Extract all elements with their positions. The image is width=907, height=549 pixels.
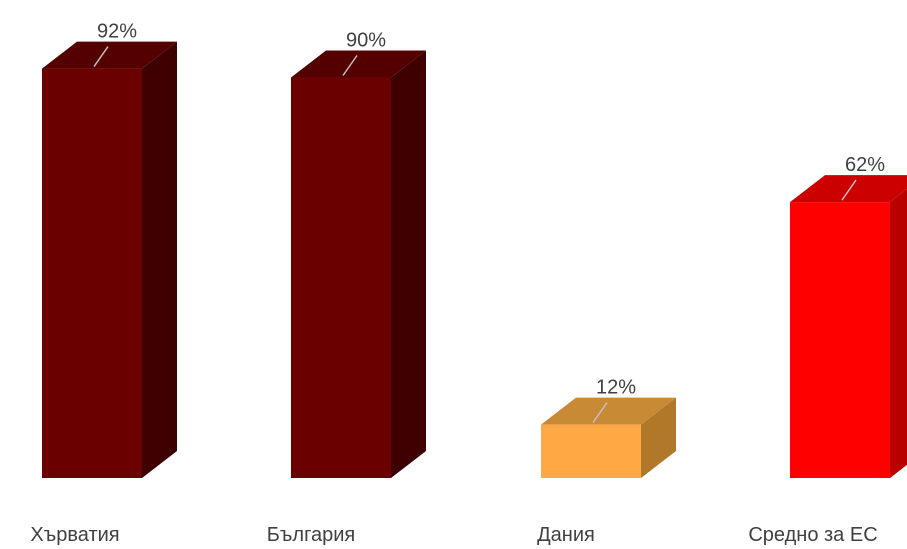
leader-line	[841, 179, 857, 201]
bar-2	[291, 50, 426, 478]
value-label: 62%	[845, 154, 885, 176]
bar-side-face	[890, 188, 907, 478]
bar-side-face	[142, 41, 177, 478]
category-label: Хърватия	[30, 524, 119, 546]
bar-top-face	[790, 175, 907, 203]
bar-1	[42, 41, 177, 478]
value-label: 92%	[97, 21, 137, 43]
category-labels-group: Хърватия България Дания Средно за ЕС	[30, 524, 877, 546]
bars-group	[42, 41, 907, 478]
leader-line	[592, 402, 608, 424]
category-label: Дания	[537, 524, 595, 546]
bar-front-face	[541, 424, 641, 478]
category-label: България	[267, 524, 355, 546]
bar-top-face	[42, 41, 177, 69]
bar-front-face	[291, 77, 391, 478]
bar-side-face	[391, 50, 426, 478]
bar-top-face	[291, 50, 426, 78]
bar-top-face	[541, 397, 676, 425]
value-labels-group: 92% 90% 12% 62%	[97, 21, 885, 399]
category-label: Средно за ЕС	[748, 524, 877, 546]
bar-3	[541, 397, 676, 478]
leader-line	[342, 55, 358, 76]
value-label: 90%	[346, 30, 386, 52]
leader-line	[93, 46, 109, 68]
bar-4	[790, 175, 907, 478]
bar-front-face	[42, 68, 142, 478]
value-label: 12%	[596, 377, 636, 399]
bar-front-face	[790, 202, 890, 478]
bar-side-face	[641, 397, 676, 478]
